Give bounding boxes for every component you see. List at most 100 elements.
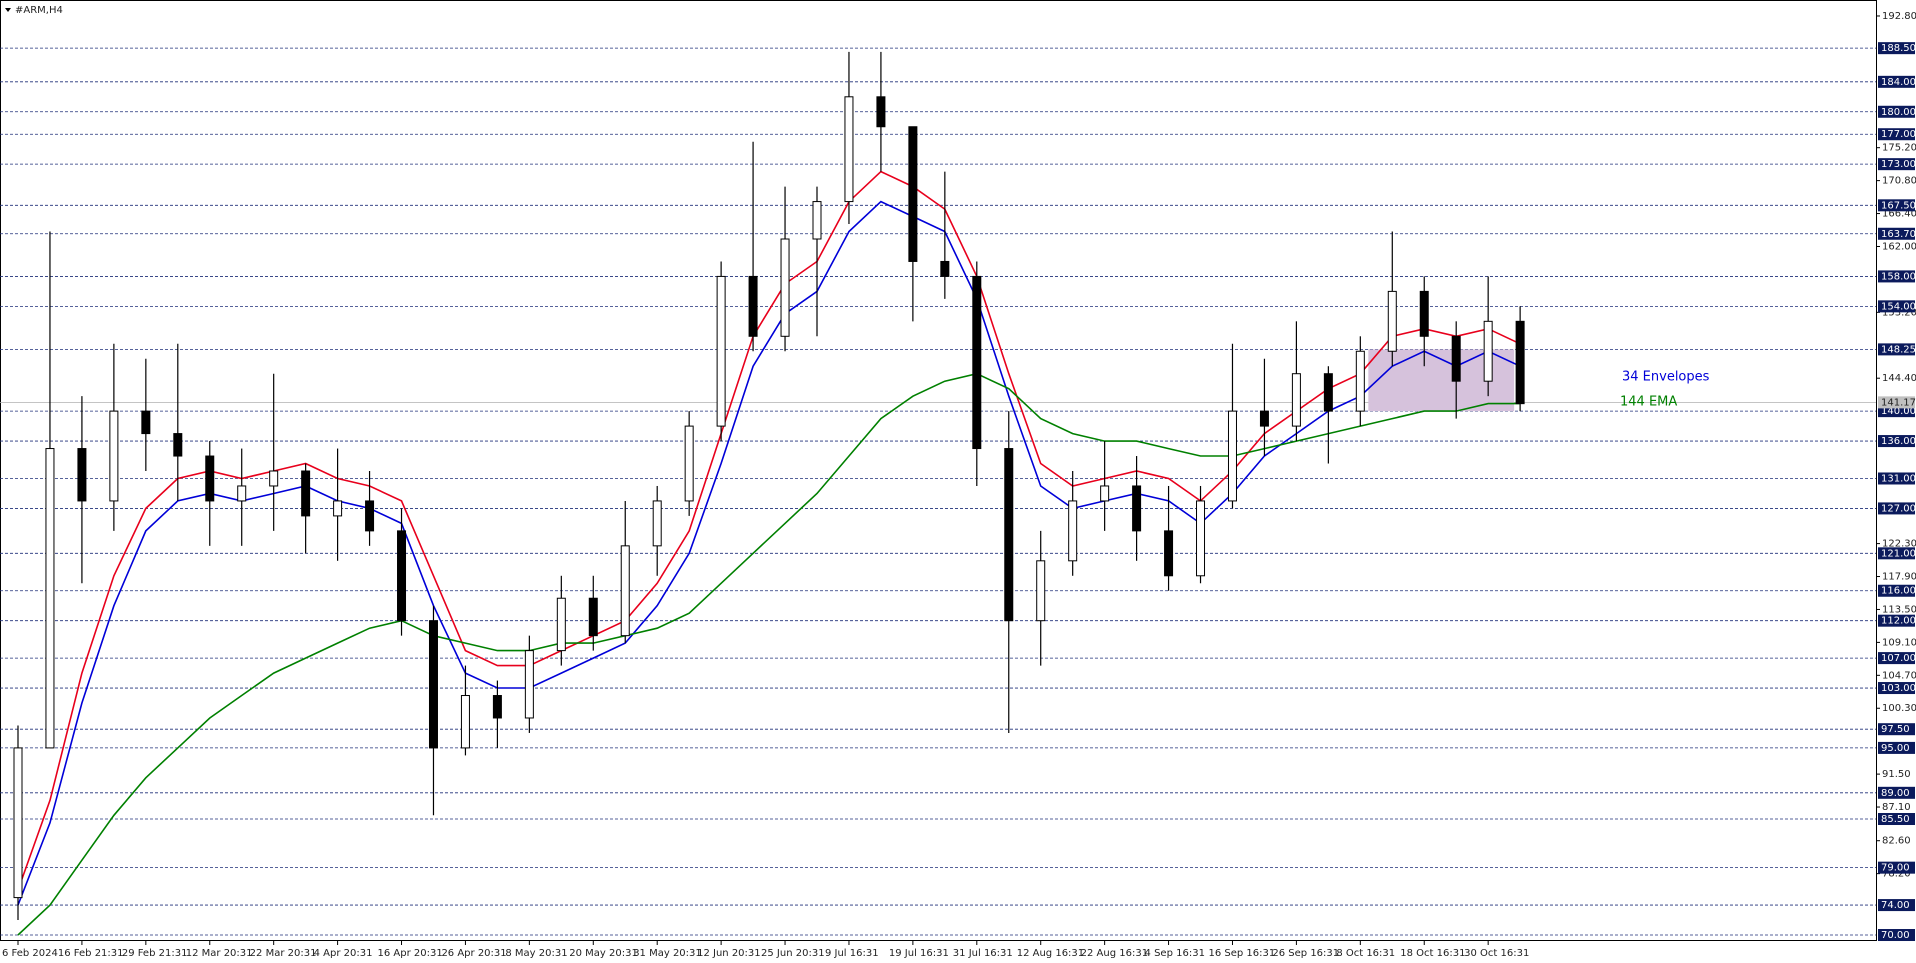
candle-body (716, 275, 726, 427)
x-tick-label: 16 Sep 16:31 (1208, 948, 1275, 959)
level-label-box (1878, 614, 1915, 627)
x-tick-label: 8 May 20:31 (505, 948, 567, 959)
envelope-upper (17, 170, 1521, 891)
level-label: 121.00 (1881, 548, 1916, 559)
x-tick-label: 6 Feb 2024 (2, 948, 58, 959)
level-label-box (1878, 270, 1915, 283)
candle-body (588, 597, 598, 637)
candle-body (556, 597, 566, 652)
candle-body (333, 500, 343, 517)
x-tick-label: 8 Oct 16:31 (1336, 948, 1395, 959)
level-label: 173.00 (1881, 159, 1916, 170)
x-tick-label: 22 Mar 20:31 (250, 948, 317, 959)
x-tick-label: 25 Jun 20:31 (761, 948, 825, 959)
y-tick-label: 166.40 (1882, 209, 1916, 220)
level-label: 158.00 (1881, 271, 1916, 282)
candle-body (460, 695, 470, 749)
y-tick-label: 117.90 (1882, 572, 1916, 583)
level-label: 140.00 (1881, 406, 1916, 417)
level-label: 188.50 (1881, 43, 1916, 54)
level-label: 154.00 (1881, 301, 1916, 312)
level-label-box (1878, 584, 1915, 597)
candle-body (940, 260, 950, 277)
x-tick-label: 19 Jul 16:31 (889, 948, 949, 959)
x-tick-label: 26 Apr 20:31 (441, 948, 506, 959)
candle-body (1291, 373, 1301, 427)
level-label-box (1878, 300, 1915, 313)
candle-body (301, 470, 311, 517)
level-label-box (1878, 75, 1915, 88)
candle-body (972, 275, 982, 450)
level-label: 85.50 (1881, 814, 1910, 825)
level-label: 136.00 (1881, 436, 1916, 447)
candle-body (1419, 290, 1429, 337)
level-label: 180.00 (1881, 107, 1916, 118)
candle-body (1036, 560, 1046, 622)
ema-line (17, 372, 1521, 936)
candle-body (1132, 485, 1142, 532)
candle-body (173, 433, 183, 457)
y-tick-label: 170.80 (1882, 176, 1916, 187)
level-label: 116.00 (1881, 586, 1916, 597)
x-tick-label: 4 Apr 20:31 (314, 948, 373, 959)
candle-body (1068, 500, 1078, 562)
candle-body (620, 545, 630, 637)
y-tick-label: 192.80 (1882, 11, 1916, 22)
y-tick-label: 78.20 (1882, 869, 1911, 880)
candle-body (780, 238, 790, 337)
level-label: 70.00 (1881, 930, 1910, 941)
y-tick-label: 162.00 (1882, 241, 1916, 252)
level-label-box (1878, 813, 1915, 826)
level-label-box (1878, 199, 1915, 212)
x-tick-label: 20 May 20:31 (569, 948, 638, 959)
candle-body (748, 275, 758, 337)
level-label: 95.00 (1881, 743, 1910, 754)
candle-body (812, 201, 822, 240)
level-label-box (1878, 105, 1915, 118)
level-label-box (1878, 158, 1915, 171)
line-layer (17, 170, 1521, 936)
level-label: 148.25 (1881, 344, 1916, 355)
x-tick-label: 4 Sep 16:31 (1145, 948, 1205, 959)
title-arrow[interactable] (5, 8, 11, 12)
level-label-box (1878, 723, 1915, 736)
candle-body (1355, 350, 1365, 412)
candle-body (1164, 530, 1174, 577)
x-tick-label: 30 Oct 16:31 (1464, 948, 1529, 959)
level-label: 131.00 (1881, 473, 1916, 484)
level-label: 167.50 (1881, 200, 1916, 211)
level-label-box (1878, 899, 1915, 912)
level-label-box (1878, 786, 1915, 799)
y-tick-label: 175.20 (1882, 143, 1916, 154)
y-tick-label: 122.30 (1882, 539, 1916, 550)
candle-body (237, 485, 247, 502)
plot-frame (0, 0, 1877, 941)
candle-body (1227, 410, 1237, 502)
legend-envelopes: 34 Envelopes (1622, 370, 1710, 385)
y-tick-label: 109.10 (1882, 637, 1916, 648)
x-tick-label: 16 Feb 21:31 (58, 948, 124, 959)
level-label: 79.00 (1881, 863, 1910, 874)
x-tick-label: 12 Jun 20:31 (697, 948, 761, 959)
candle-body (1387, 290, 1397, 352)
y-tick-label: 87.10 (1882, 802, 1911, 813)
candle-body (1483, 320, 1493, 382)
candle-body (109, 410, 119, 502)
candle-body (844, 96, 854, 203)
level-label: 163.70 (1881, 229, 1916, 240)
y-tick-label: 113.50 (1882, 604, 1916, 615)
y-tick-label: 100.30 (1882, 703, 1916, 714)
candle-body (365, 500, 375, 532)
level-label-box (1878, 547, 1915, 560)
grid-layer (0, 47, 1876, 936)
candle-body (1323, 373, 1333, 412)
y-tick-label: 91.50 (1882, 769, 1911, 780)
candle-body (652, 500, 662, 547)
level-label-box (1878, 435, 1915, 448)
candle-layer (13, 51, 1525, 921)
level-label: 184.00 (1881, 77, 1916, 88)
last-price-box (1878, 396, 1915, 409)
candle-body (428, 620, 438, 749)
level-label-box (1878, 741, 1915, 754)
